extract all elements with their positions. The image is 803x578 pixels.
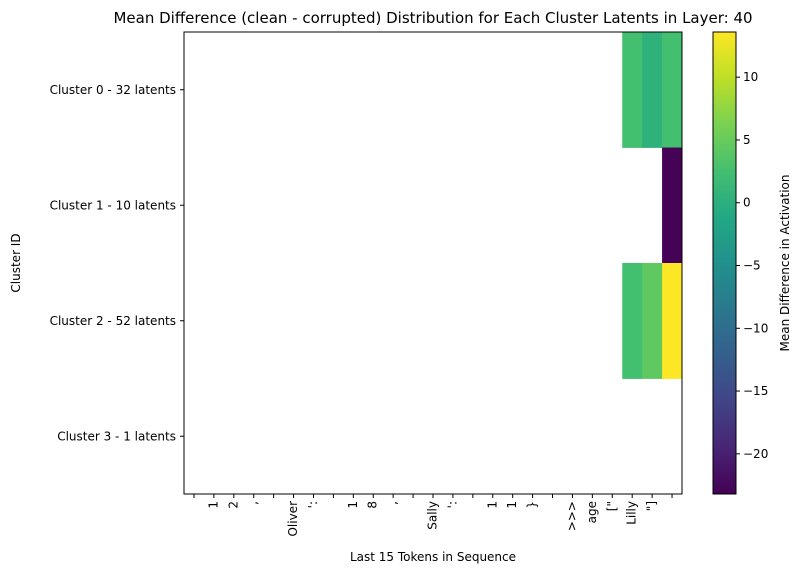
colorbar-tick-label: −15 xyxy=(743,384,768,398)
x-tick-label: Oliver xyxy=(286,501,300,537)
x-tick-label: >>> xyxy=(565,501,579,531)
x-tick-label: Lilly xyxy=(625,501,639,525)
colorbar-tick-label: −5 xyxy=(743,259,761,273)
heatmap-cell xyxy=(662,32,683,148)
colorbar-tick-label: −10 xyxy=(743,321,768,335)
x-tick-label: 1 xyxy=(206,501,220,509)
x-tick-label: 1 xyxy=(505,501,519,509)
x-tick-label: 8 xyxy=(366,501,380,509)
y-tick-marks: Cluster 0 - 32 latents Cluster 1 - 10 lat… xyxy=(50,83,184,443)
y-tick-label: Cluster 3 - 1 latents xyxy=(57,429,176,443)
colorbar-ticks: 10 5 0 −5 −10 −15 −20 xyxy=(736,70,768,461)
colorbar-tick-label: −20 xyxy=(743,447,768,461)
heatmap-cells xyxy=(622,32,683,379)
x-tick-label: , xyxy=(386,501,400,505)
colorbar-tick-label: 5 xyxy=(743,133,751,147)
heatmap-cell xyxy=(642,32,663,148)
y-tick-label: Cluster 0 - 32 latents xyxy=(50,83,176,97)
colorbar-tick-label: 0 xyxy=(743,196,751,210)
plot-frame xyxy=(183,31,683,495)
x-tick-label: Sally xyxy=(426,501,440,530)
colorbar xyxy=(712,31,737,495)
x-tick-label: ': xyxy=(306,501,320,508)
colorbar-label: Mean Difference in Activation xyxy=(778,174,792,351)
x-tick-label: 1 xyxy=(485,501,499,509)
x-tick-label: ': xyxy=(445,501,459,508)
colorbar-tick-label: 10 xyxy=(743,70,758,84)
chart-title: Mean Difference (clean - corrupted) Dist… xyxy=(113,9,752,27)
y-tick-label: Cluster 1 - 10 latents xyxy=(50,198,176,212)
x-tick-label: "] xyxy=(645,501,659,511)
x-tick-label: 2 xyxy=(226,501,240,509)
x-tick-label: } xyxy=(525,501,539,509)
heatmap-cell xyxy=(622,32,643,148)
y-axis-label: Cluster ID xyxy=(9,233,23,292)
x-tick-label: 1 xyxy=(346,501,360,509)
x-axis-label: Last 15 Tokens in Sequence xyxy=(350,550,516,564)
heatmap-cell xyxy=(622,263,643,379)
heatmap-cell xyxy=(662,263,683,379)
x-tick-label: age xyxy=(585,501,599,523)
x-tick-label: [" xyxy=(605,501,619,511)
heatmap-cell xyxy=(662,147,683,264)
heatmap-cell xyxy=(642,263,663,379)
x-tick-label: , xyxy=(246,501,260,505)
y-tick-label: Cluster 2 - 52 latents xyxy=(50,314,176,328)
